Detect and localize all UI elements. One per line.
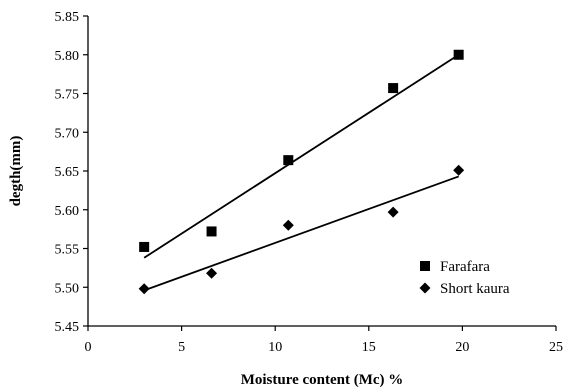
y-tick-label: 5.55 — [55, 243, 80, 258]
x-tick-label: 10 — [268, 340, 282, 355]
x-tick-label: 25 — [549, 340, 563, 355]
data-point-series-1 — [283, 155, 294, 166]
y-tick-label: 5.80 — [55, 49, 80, 64]
data-point-series-1 — [388, 83, 399, 94]
x-tick-label: 20 — [455, 340, 469, 355]
legend: Farafara Short kaura — [419, 259, 510, 297]
legend-marker-1 — [420, 261, 430, 271]
y-tick-label: 5.65 — [55, 165, 80, 180]
data-point-series-2 — [387, 206, 399, 218]
data-point-series-2 — [138, 283, 150, 295]
data-point-series-1 — [453, 49, 464, 60]
legend-label-1: Farafara — [440, 259, 490, 275]
y-tick-label: 5.85 — [55, 10, 80, 25]
x-axis-title: Moisture content (Mc) % — [241, 372, 404, 388]
data-point-series-2 — [453, 164, 465, 176]
data-point-series-1 — [206, 226, 217, 237]
trendline-1 — [143, 53, 460, 259]
data-point-series-2 — [282, 219, 294, 231]
y-tick-label: 5.45 — [55, 320, 80, 335]
x-tick-label: 0 — [85, 340, 92, 355]
data-points — [138, 49, 465, 295]
data-point-series-1 — [139, 241, 150, 252]
x-ticks: 0 5 10 15 20 25 — [85, 326, 563, 355]
trendlines — [143, 53, 460, 292]
y-axis-title: degth(mm) — [8, 136, 24, 207]
x-tick-label: 5 — [178, 340, 185, 355]
y-ticks: 5.45 5.50 5.55 5.60 5.65 5.70 5.75 5.80 5.85 — [55, 10, 88, 335]
legend-marker-2 — [419, 282, 431, 294]
y-tick-label: 5.50 — [55, 281, 80, 296]
trendline-2 — [143, 175, 459, 292]
axes — [87, 16, 556, 327]
data-point-series-2 — [206, 267, 218, 279]
y-tick-label: 5.70 — [55, 126, 80, 141]
x-tick-label: 15 — [362, 340, 376, 355]
y-tick-label: 5.75 — [55, 88, 80, 103]
legend-label-2: Short kaura — [440, 281, 510, 297]
y-tick-label: 5.60 — [55, 204, 80, 219]
